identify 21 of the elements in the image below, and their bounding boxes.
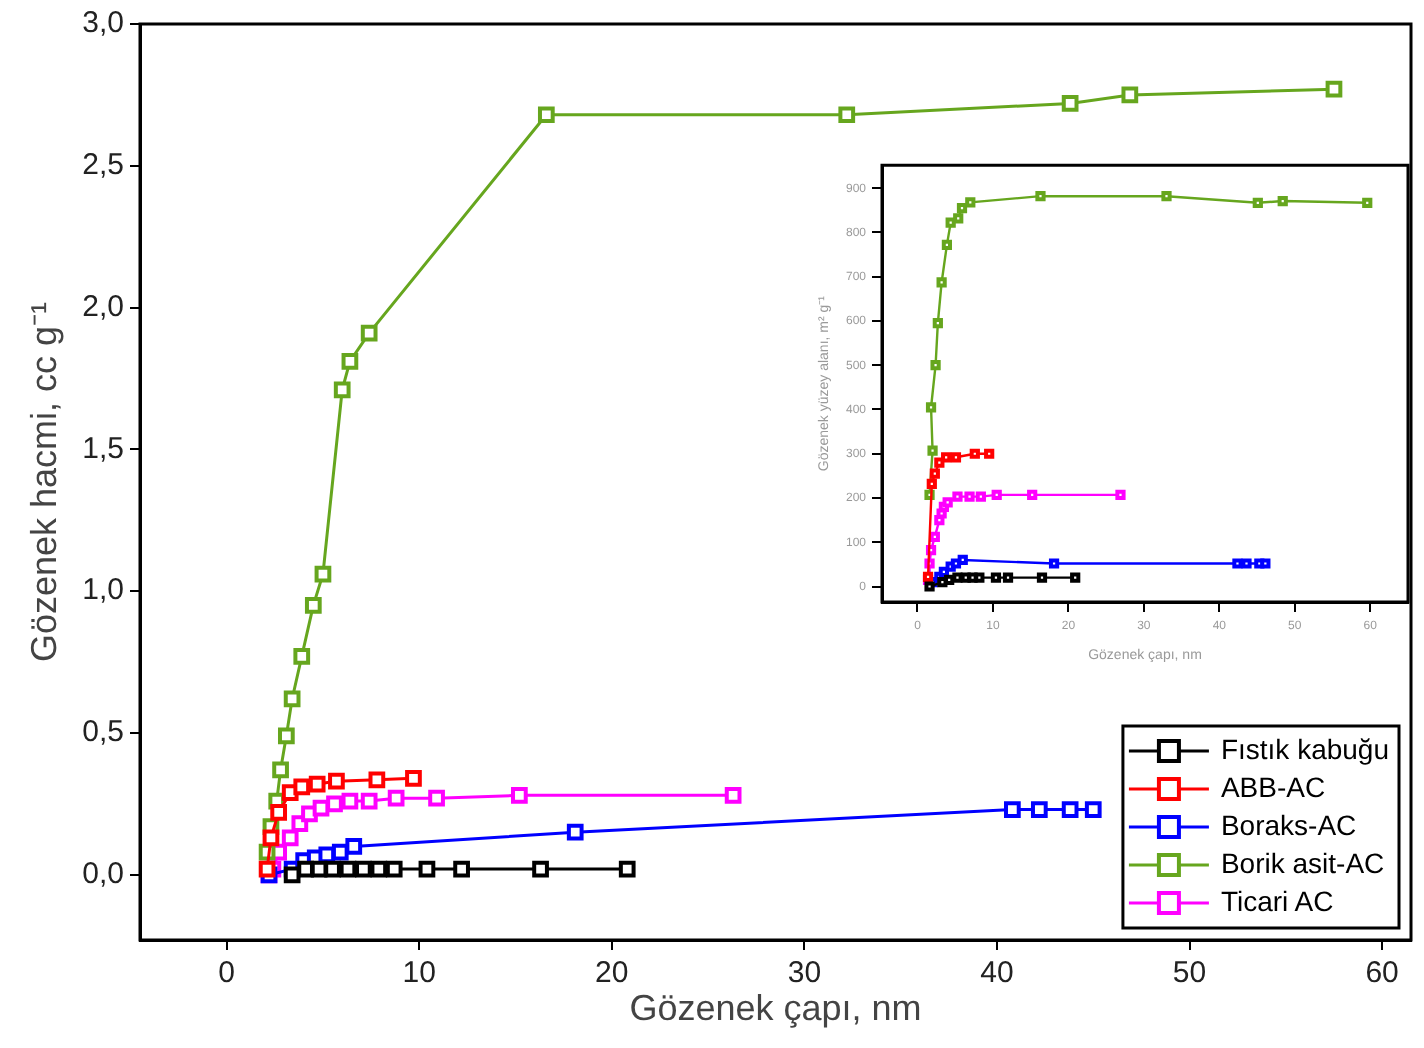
x-tick-label: 20 <box>595 956 629 991</box>
y-tick-label: 0,5 <box>82 715 124 750</box>
legend-label: Fıstık kabuğu <box>1220 732 1390 765</box>
x-tick-label: 60 <box>1365 956 1399 991</box>
x-tick-label: 40 <box>980 956 1014 991</box>
y-tick-label: 3,0 <box>82 6 124 41</box>
y-tick-label: 1,0 <box>82 573 124 608</box>
x-tick-label: 30 <box>787 956 822 991</box>
y-tick-label: 1,5 <box>82 431 124 466</box>
y-tick-label: 2,5 <box>82 148 124 183</box>
x-tick-label: 50 <box>1172 956 1207 991</box>
legend-label: Boraks-AC <box>1220 808 1357 841</box>
x-tick-label: 0 <box>218 956 235 991</box>
y-tick-label: 0,0 <box>82 857 124 892</box>
legend-label: Ticari AC <box>1220 884 1334 917</box>
x-axis-title: Gözenek çapı, nm <box>629 988 922 1029</box>
y-axis-title: Gözenek hacmi, cc g⁻¹ <box>23 301 64 663</box>
x-tick-label: 10 <box>402 956 436 991</box>
legend-label: Borik asit-AC <box>1220 846 1385 879</box>
y-tick-label: 2,0 <box>82 289 124 324</box>
legend-label: ABB-AC <box>1220 770 1326 803</box>
